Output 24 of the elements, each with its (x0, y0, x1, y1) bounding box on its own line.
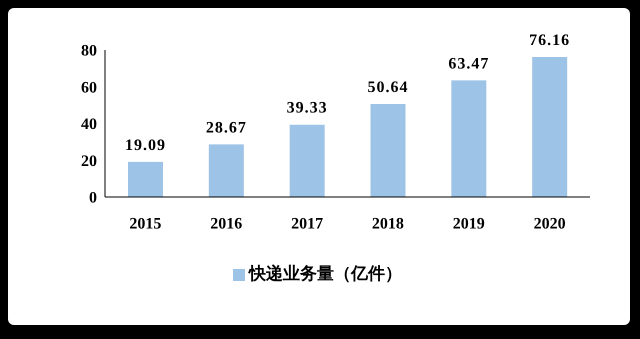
data-label: 50.64 (368, 78, 408, 96)
bar (290, 124, 325, 197)
legend-label: 快递业务量（亿件） (249, 264, 402, 283)
bar (370, 104, 406, 197)
x-tick-label: 2015 (129, 215, 162, 232)
bar (451, 80, 486, 197)
y-tick-label: 60 (81, 79, 97, 96)
y-tick-label: 40 (81, 116, 97, 134)
x-tick-label: 2017 (291, 215, 324, 232)
data-label: 63.47 (448, 55, 490, 72)
bar (208, 144, 244, 197)
y-tick-label: 0 (89, 190, 97, 207)
bar (128, 162, 163, 197)
data-label: 19.09 (125, 136, 166, 154)
data-label: 28.67 (206, 119, 247, 136)
x-tick-label: 2019 (452, 215, 485, 232)
x-tick-label: 2016 (210, 215, 242, 232)
x-tick-label: 2020 (534, 215, 566, 232)
y-tick-label: 20 (81, 152, 97, 170)
data-label: 39.33 (286, 100, 328, 117)
data-label: 76.16 (529, 32, 570, 50)
bar (532, 57, 568, 197)
y-tick-label: 80 (81, 42, 97, 60)
x-tick-label: 2018 (372, 215, 404, 232)
